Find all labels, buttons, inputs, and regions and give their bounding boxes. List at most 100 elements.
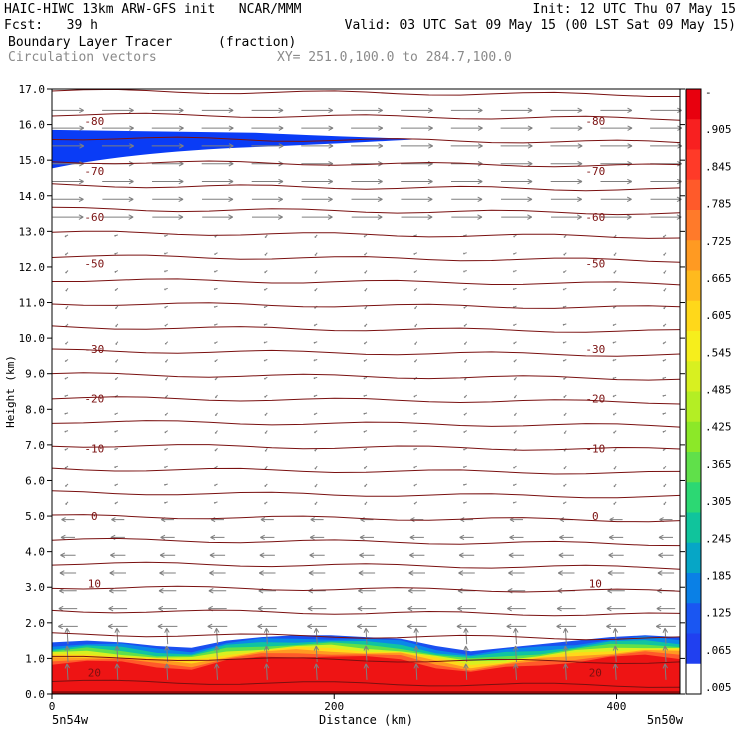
isotherm-label-6-1: -10 bbox=[585, 442, 605, 455]
vector-8-3.9 bbox=[458, 552, 475, 558]
vector-7-6.4 bbox=[413, 465, 418, 469]
vector-11-8.9 bbox=[612, 376, 617, 380]
vector-10-13.9 bbox=[550, 196, 583, 203]
vector-4-8.9 bbox=[263, 376, 268, 380]
vector-6-4.4 bbox=[359, 534, 374, 541]
vector-7-0.4 bbox=[413, 663, 419, 680]
vector-1-7.9 bbox=[114, 412, 119, 415]
isotherm-line-0 bbox=[51, 679, 681, 688]
vector-6-2.9 bbox=[358, 588, 376, 594]
vector-4-8.4 bbox=[264, 394, 268, 398]
vector-4-9.9 bbox=[263, 341, 268, 344]
vector-0-15.4 bbox=[52, 143, 85, 149]
vector-6-8.9 bbox=[363, 376, 368, 380]
colorbar-label-11: .305 bbox=[705, 495, 732, 508]
vector-12-4.4 bbox=[658, 534, 673, 541]
vector-7-3.9 bbox=[409, 552, 425, 558]
isotherm-line-21 bbox=[51, 183, 681, 192]
vector-7-14.4 bbox=[401, 178, 433, 185]
vector-4-10.4 bbox=[263, 323, 268, 326]
vector-1-11.4 bbox=[114, 287, 119, 291]
y-tick-label-13: 13.0 bbox=[19, 225, 46, 238]
colorbar-label-2: .845 bbox=[705, 160, 732, 173]
vector-12-3.9 bbox=[658, 552, 674, 558]
vector-11-5.4 bbox=[613, 501, 617, 505]
isotherm-label-4-1: -30 bbox=[585, 343, 605, 356]
terrain-surface bbox=[52, 691, 680, 694]
isotherm-line-9 bbox=[51, 467, 681, 475]
vector-7-6.9 bbox=[413, 447, 417, 451]
vector-6-15.9 bbox=[351, 125, 384, 131]
vector-9-12.9 bbox=[513, 234, 517, 238]
colorbar-swatch-4 bbox=[686, 210, 701, 241]
vector-2-5.9 bbox=[163, 483, 168, 486]
vector-5-4.4 bbox=[309, 534, 325, 541]
vector-9-14.9 bbox=[500, 161, 533, 167]
vector-2-9.4 bbox=[165, 359, 169, 363]
vector-0-8.4 bbox=[64, 394, 69, 397]
vector-6-0.9 bbox=[363, 645, 370, 663]
vector-9-9.4 bbox=[513, 359, 517, 363]
isotherm-line-20 bbox=[51, 206, 681, 216]
colorbar-label-15: .065 bbox=[705, 644, 732, 657]
vector-2-6.9 bbox=[164, 447, 168, 451]
vector-3-1.4 bbox=[214, 627, 220, 645]
vector-0-5.9 bbox=[64, 483, 69, 487]
vector-10-6.4 bbox=[563, 465, 567, 470]
vector-label: Circulation vectors bbox=[8, 50, 157, 65]
vector-5-3.9 bbox=[309, 552, 325, 558]
vector-1-0.4 bbox=[114, 663, 120, 680]
vector-2-13.4 bbox=[152, 214, 184, 220]
y-tick-label-4: 4.0 bbox=[25, 546, 45, 559]
vector-1-2.9 bbox=[108, 588, 127, 594]
vector-3-15.9 bbox=[201, 125, 234, 131]
vector-12-1.4 bbox=[662, 627, 669, 645]
vector-2-10.4 bbox=[164, 323, 169, 327]
vector-5-0.4 bbox=[313, 663, 320, 680]
vector-2-11.9 bbox=[163, 270, 168, 273]
vector-10-12.9 bbox=[563, 234, 567, 239]
vector-2-1.9 bbox=[157, 623, 178, 630]
vector-8-13.4 bbox=[451, 214, 483, 220]
vector-8-7.9 bbox=[463, 412, 468, 416]
vector-7-15.4 bbox=[400, 143, 434, 149]
vector-2-15.9 bbox=[151, 125, 184, 131]
colorbar-label-5: .665 bbox=[705, 272, 732, 285]
vector-12-0.4 bbox=[662, 663, 669, 680]
vector-3-9.4 bbox=[214, 359, 218, 363]
colorbar-swatch-0 bbox=[686, 89, 701, 120]
isotherm-line-22 bbox=[51, 160, 681, 168]
vector-9-6.4 bbox=[513, 465, 517, 469]
vector-11-0.4 bbox=[612, 663, 619, 680]
vector-11-9.9 bbox=[612, 341, 617, 344]
isotherm-line-15 bbox=[51, 325, 681, 333]
vector-9-11.4 bbox=[512, 287, 517, 291]
vector-10-3.9 bbox=[558, 552, 574, 558]
vector-10-14.9 bbox=[550, 161, 583, 167]
colorbar-swatch-12 bbox=[686, 452, 701, 483]
vector-1-9.9 bbox=[115, 341, 119, 345]
vector-6-10.9 bbox=[364, 305, 368, 310]
vector-8-2.4 bbox=[457, 605, 476, 612]
xy-label: XY= 251.0,100.0 to 284.7,100.0 bbox=[277, 50, 512, 65]
vector-10-15.9 bbox=[550, 125, 583, 131]
vector-12-6.4 bbox=[663, 465, 667, 470]
init-time: Init: 12 UTC Thu 07 May 15 bbox=[532, 2, 737, 17]
vector-3-4.4 bbox=[210, 534, 225, 541]
isotherm-line-14 bbox=[51, 348, 681, 357]
vector-12-9.9 bbox=[662, 341, 667, 345]
vector-3-7.4 bbox=[214, 430, 218, 434]
vector-5-10.4 bbox=[313, 323, 318, 327]
vector-8-11.9 bbox=[463, 270, 467, 273]
vector-2-16.4 bbox=[151, 107, 184, 114]
isotherm-line-4 bbox=[51, 585, 681, 593]
colorbar-label-4: .725 bbox=[705, 235, 732, 248]
y-tick-label-14: 14.0 bbox=[19, 190, 46, 203]
vector-5-5.4 bbox=[314, 501, 318, 505]
vector-8-6.9 bbox=[463, 447, 467, 451]
vector-7-10.4 bbox=[414, 323, 418, 328]
vector-8-1.9 bbox=[456, 623, 477, 630]
vector-5-7.4 bbox=[313, 430, 318, 434]
vector-3-0.9 bbox=[214, 645, 220, 663]
vector-7-15.9 bbox=[400, 125, 433, 131]
